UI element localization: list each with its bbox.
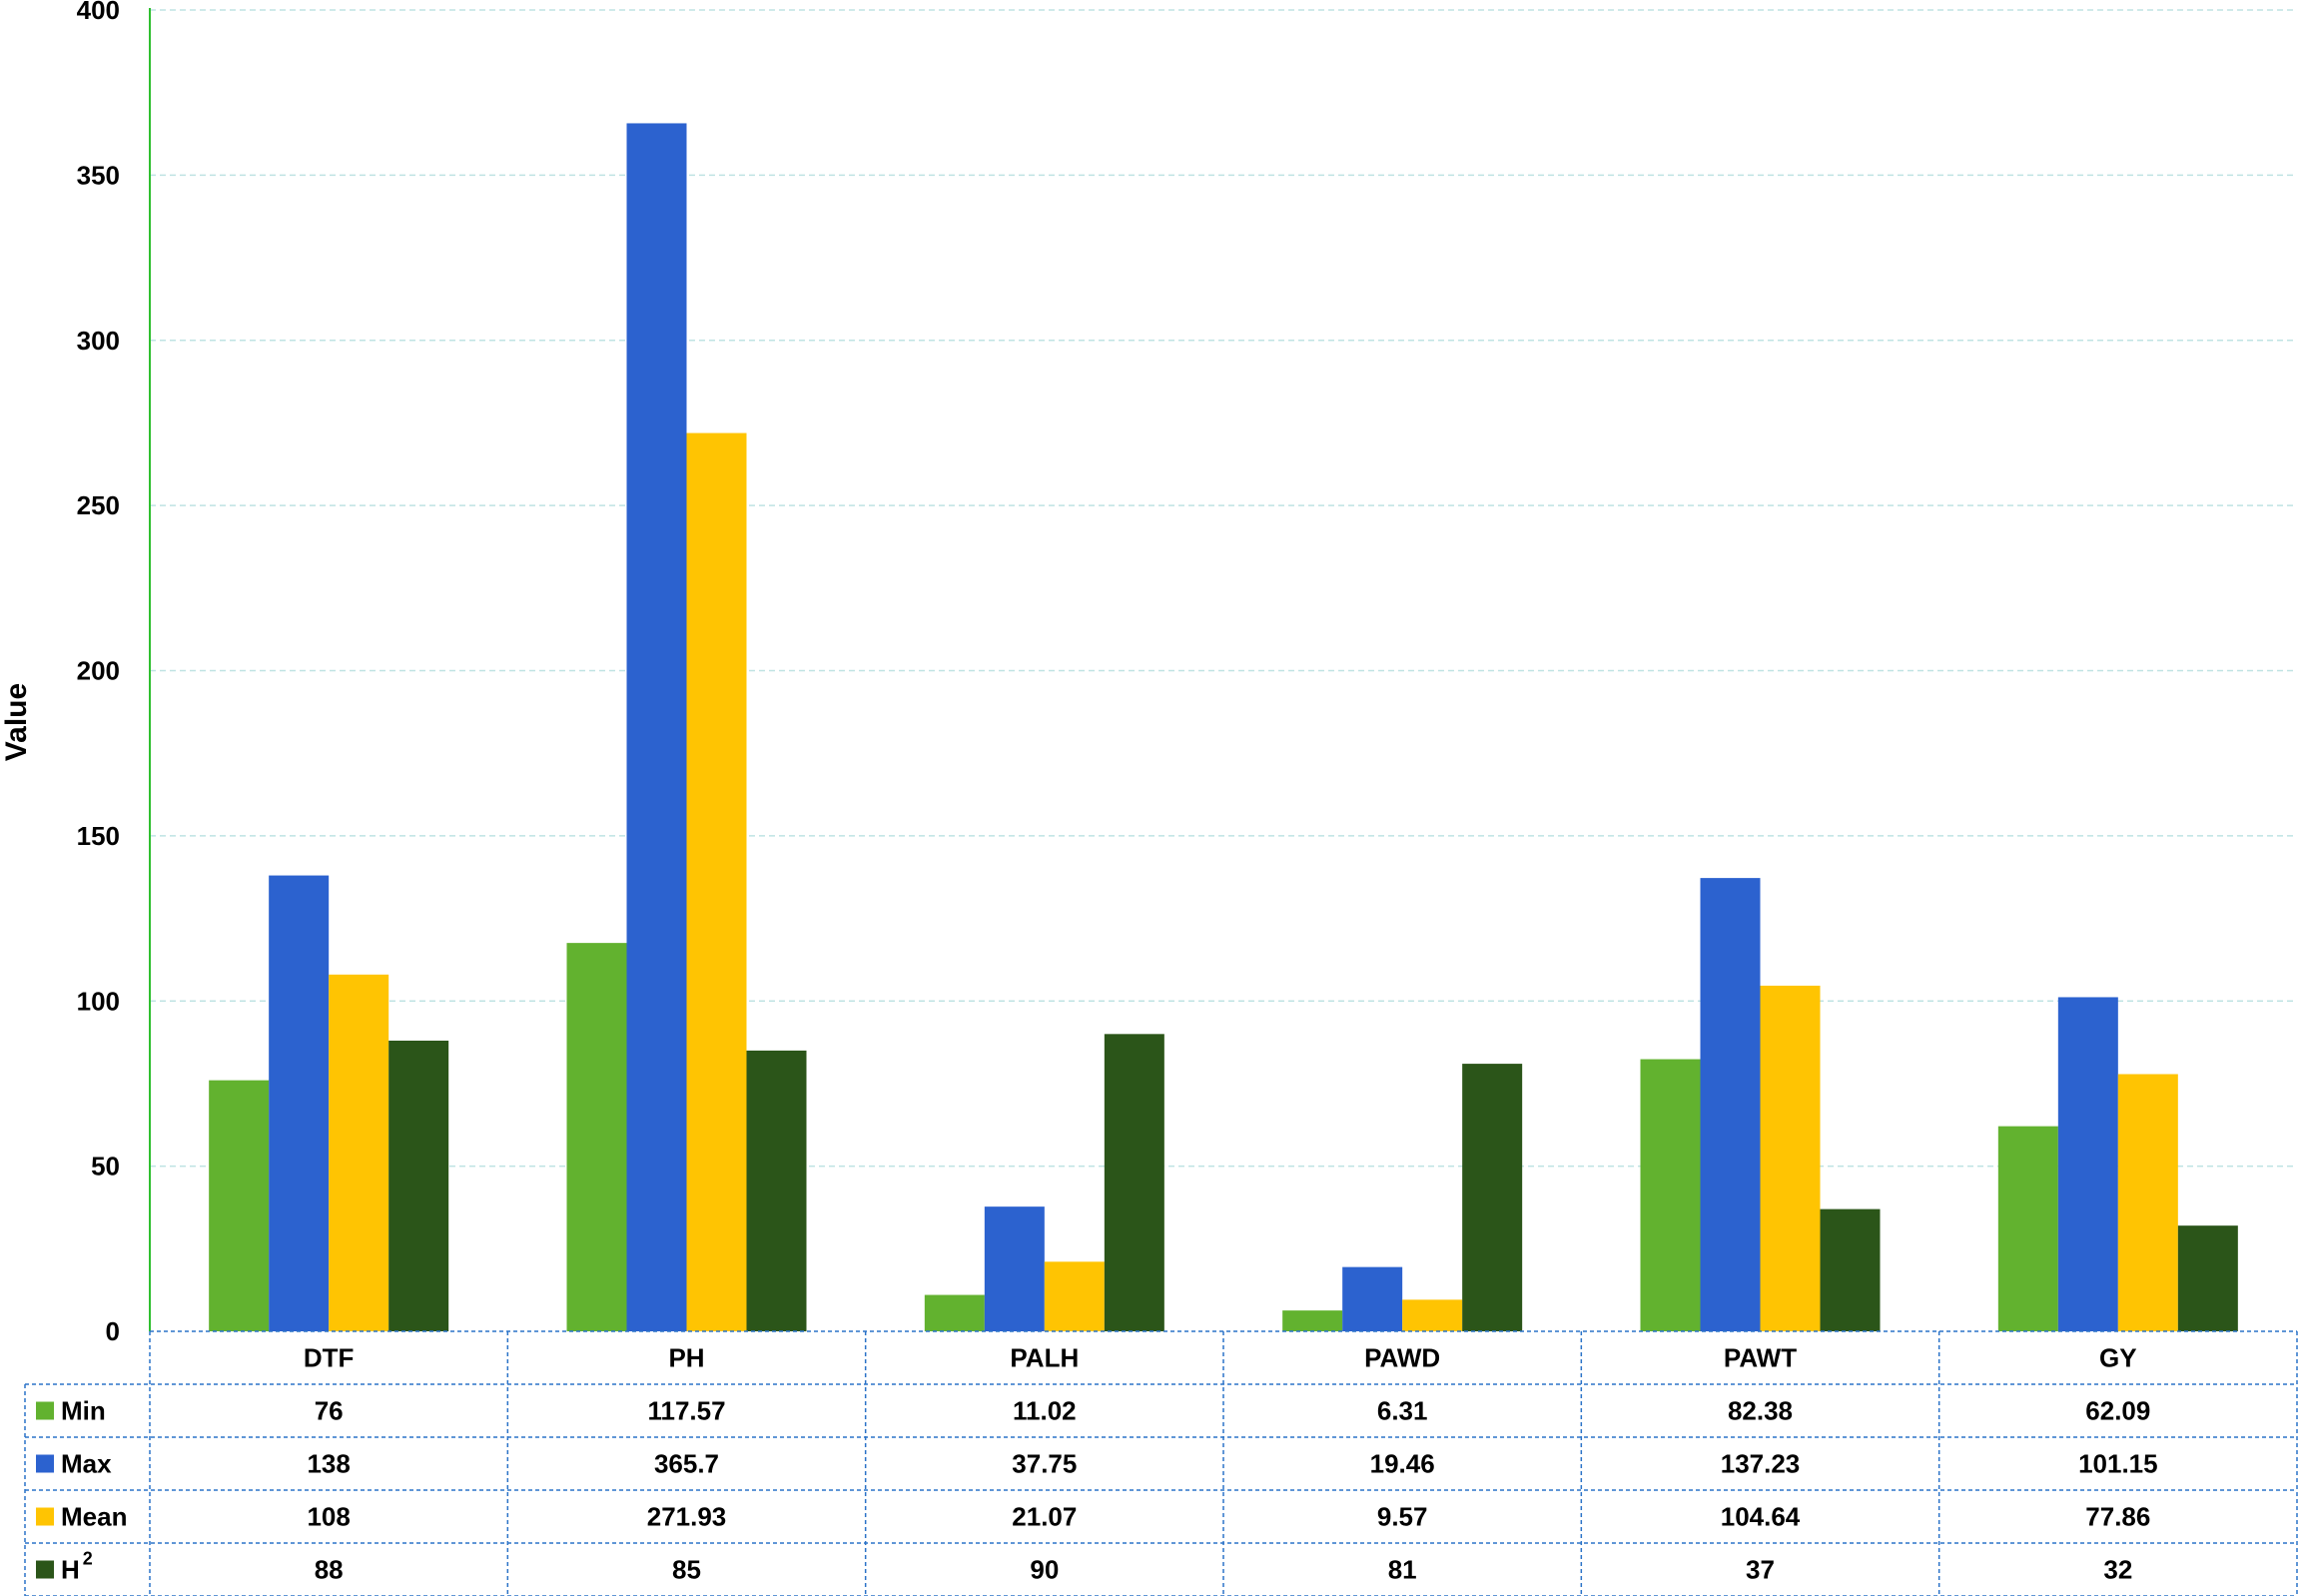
- series-name: Max: [61, 1449, 112, 1479]
- legend-label-mean: Mean: [61, 1502, 127, 1532]
- table-cell-h-pawt: 37: [1746, 1555, 1775, 1585]
- table-cell-max-pawt: 137.23: [1721, 1449, 1801, 1479]
- bar-min-pawd: [1282, 1310, 1343, 1331]
- bar-h-ph: [746, 1050, 807, 1331]
- bar-h-gy: [2177, 1225, 2238, 1331]
- y-tick-label: 200: [77, 656, 120, 686]
- y-tick-label: 0: [106, 1316, 120, 1346]
- y-tick-label: 50: [91, 1152, 120, 1182]
- bar-mean-dtf: [329, 974, 389, 1331]
- bar-min-gy: [1997, 1126, 2058, 1331]
- table-cell-min-dtf: 76: [315, 1396, 344, 1426]
- table-cell-mean-ph: 271.93: [647, 1502, 727, 1532]
- table-cell-mean-pawd: 9.57: [1377, 1502, 1428, 1532]
- table-cell-min-gy: 62.09: [2085, 1396, 2150, 1426]
- y-tick-label: 250: [77, 490, 120, 520]
- x-tick-label: DTF: [304, 1343, 355, 1373]
- legend-swatch-h: [36, 1560, 54, 1579]
- table-cell-min-pawt: 82.38: [1728, 1396, 1793, 1426]
- y-axis-label: Value: [0, 683, 33, 761]
- grid-lines: [150, 9, 2297, 1168]
- table-cell-max-dtf: 138: [307, 1449, 350, 1479]
- table-cell-min-palh: 11.02: [1013, 1396, 1077, 1426]
- y-tick-label: 300: [77, 326, 120, 356]
- x-tick-label: GY: [2099, 1343, 2137, 1373]
- table-cell-mean-dtf: 108: [307, 1502, 350, 1532]
- legend-swatch-min: [36, 1401, 54, 1420]
- data-table: DTF PH PALH PAWD PAWT GY Min 76 117.57 11.02 6.31 8…: [24, 1330, 2298, 1596]
- series-name: H: [61, 1555, 80, 1585]
- bar-min-palh: [924, 1294, 985, 1331]
- bar-min-pawt: [1640, 1059, 1701, 1331]
- x-tick-label: PAWT: [1724, 1343, 1797, 1373]
- bar-max-pawd: [1342, 1266, 1403, 1331]
- legend-swatch-max: [36, 1454, 54, 1473]
- bar-max-gy: [2057, 997, 2118, 1331]
- table-cell-max-gy: 101.15: [2078, 1449, 2158, 1479]
- table-cell-h-pawd: 81: [1388, 1555, 1417, 1585]
- y-tick-label: 400: [77, 0, 120, 25]
- legend-label-min: Min: [61, 1396, 106, 1426]
- bar-mean-ph: [686, 432, 747, 1331]
- bar-mean-gy: [2117, 1074, 2178, 1331]
- table-cell-h-ph: 85: [672, 1555, 701, 1585]
- table-cell-mean-palh: 21.07: [1012, 1502, 1077, 1532]
- x-tick-label: PALH: [1010, 1343, 1079, 1373]
- legend-label-max: Max: [61, 1449, 112, 1479]
- table-cell-h-palh: 90: [1030, 1555, 1059, 1585]
- y-tick-labels: 0 50 100 150 200 250 300 350 400: [77, 0, 120, 1346]
- bar-max-pawt: [1700, 878, 1761, 1331]
- bar-h-pawt: [1820, 1208, 1881, 1331]
- bar-max-dtf: [269, 875, 330, 1331]
- bar-h-pawd: [1462, 1064, 1523, 1331]
- bar-marks: [209, 123, 2238, 1331]
- table-cell-max-palh: 37.75: [1012, 1449, 1077, 1479]
- legend-swatch-mean: [36, 1507, 54, 1526]
- table-cell-mean-gy: 77.86: [2085, 1502, 2150, 1532]
- bar-mean-pawt: [1760, 985, 1821, 1331]
- table-cell-mean-pawt: 104.64: [1721, 1502, 1801, 1532]
- table-cell-max-ph: 365.7: [654, 1449, 719, 1479]
- y-tick-label: 100: [77, 986, 120, 1016]
- bar-h-dtf: [388, 1040, 449, 1331]
- bar-max-ph: [626, 123, 687, 1331]
- series-name-superscript: 2: [83, 1549, 93, 1569]
- x-tick-label: PAWD: [1364, 1343, 1440, 1373]
- bar-max-palh: [984, 1206, 1045, 1331]
- x-tick-label: PH: [668, 1343, 704, 1373]
- series-name: Min: [61, 1396, 106, 1426]
- series-name: Mean: [61, 1502, 127, 1532]
- bar-h-palh: [1104, 1034, 1164, 1331]
- table-cell-min-pawd: 6.31: [1377, 1396, 1428, 1426]
- table-cell-min-ph: 117.57: [647, 1396, 725, 1426]
- y-tick-label: 150: [77, 821, 120, 851]
- table-cell-h-gy: 32: [2103, 1555, 2132, 1585]
- y-tick-label: 350: [77, 160, 120, 190]
- bar-min-ph: [566, 943, 627, 1331]
- table-cell-h-dtf: 88: [315, 1555, 344, 1585]
- bar-min-dtf: [209, 1080, 270, 1331]
- table-cell-max-pawd: 19.46: [1370, 1449, 1435, 1479]
- bar-mean-pawd: [1402, 1299, 1463, 1331]
- bar-mean-palh: [1044, 1261, 1105, 1331]
